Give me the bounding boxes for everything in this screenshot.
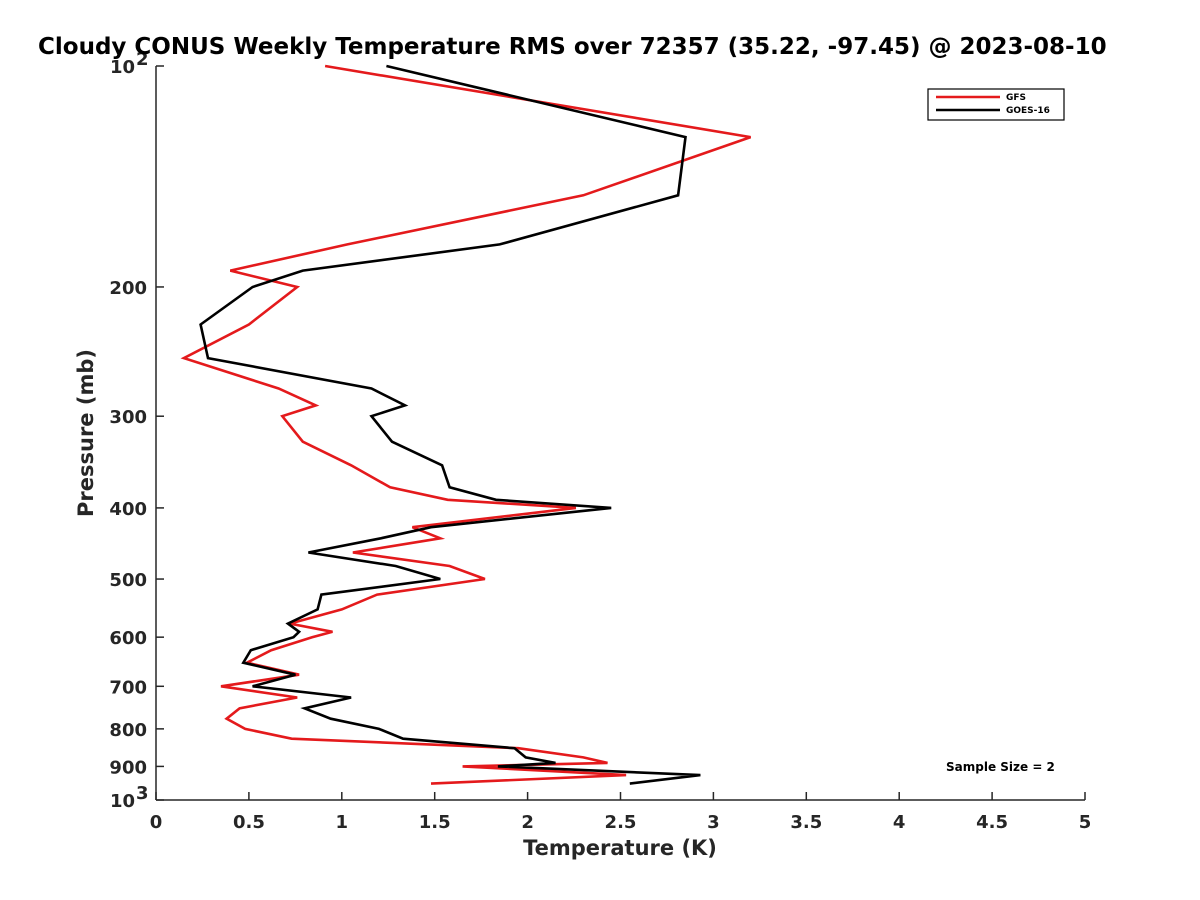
series-layer bbox=[180, 64, 752, 785]
y-tick-label: 200 bbox=[109, 278, 147, 299]
y-tick-label: 600 bbox=[109, 628, 147, 649]
x-tick-label: 3.5 bbox=[790, 812, 822, 833]
x-tick-label: 2.5 bbox=[605, 812, 637, 833]
y-tick-label: 900 bbox=[109, 757, 147, 778]
chart-title: Cloudy CONUS Weekly Temperature RMS over… bbox=[38, 34, 1107, 60]
x-tick-label: 1.5 bbox=[419, 812, 451, 833]
legend: GFS GOES-16 bbox=[927, 88, 1065, 121]
x-tick-label: 0 bbox=[150, 812, 163, 833]
y-tick-label: 500 bbox=[109, 570, 147, 591]
y-tick-label: 10 bbox=[110, 57, 135, 78]
x-axis-label: Temperature (K) bbox=[523, 836, 717, 860]
y-tick-label: 10 bbox=[110, 791, 135, 812]
y-tick-label: 300 bbox=[109, 407, 147, 428]
y-axis-label: Pressure (mb) bbox=[74, 349, 98, 517]
x-tick-label: 5 bbox=[1079, 812, 1092, 833]
y-tick-label: 400 bbox=[109, 499, 147, 520]
y-tick-label: 700 bbox=[109, 677, 147, 698]
legend-label-gfs: GFS bbox=[1006, 93, 1026, 103]
x-tick-label: 1 bbox=[336, 812, 349, 833]
sample-size-annotation: Sample Size = 2 bbox=[946, 760, 1055, 774]
legend-box bbox=[927, 88, 1065, 121]
y-tick-exponent: 2 bbox=[136, 49, 149, 70]
series-line-goes16 bbox=[199, 64, 701, 785]
x-ticks: 0 0.5 1 1.5 2 2.5 3 3.5 4 4.5 5 bbox=[150, 792, 1092, 833]
x-tick-label: 2 bbox=[521, 812, 534, 833]
y-tick-exponent: 3 bbox=[136, 783, 149, 804]
legend-label-goes16: GOES-16 bbox=[1006, 106, 1050, 116]
x-tick-label: 4.5 bbox=[976, 812, 1008, 833]
y-tick-label: 800 bbox=[109, 720, 147, 741]
plot-area bbox=[156, 66, 1085, 800]
x-tick-label: 4 bbox=[893, 812, 906, 833]
x-tick-label: 3 bbox=[707, 812, 720, 833]
x-tick-label: 0.5 bbox=[233, 812, 265, 833]
